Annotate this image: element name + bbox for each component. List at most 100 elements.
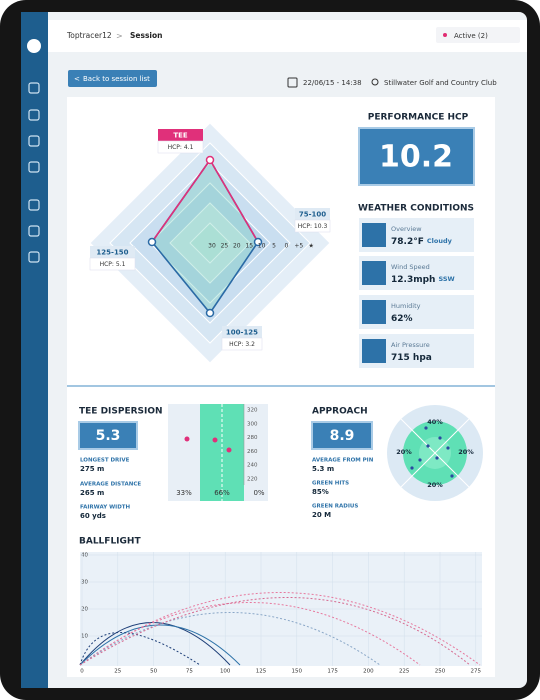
hcp-value: 10.2 [379,140,453,175]
logo [27,39,41,53]
stat-value: 60 yds [80,512,106,520]
y-tick: 10 [81,634,88,640]
section-title: BALLFLIGHT [79,537,141,547]
dispersion-tick: 260 [247,449,258,455]
radar-hcp-box [221,337,263,351]
dispersion-tick: 220 [247,477,258,483]
radar-point [205,155,215,165]
calendar-icon [287,77,298,88]
status-badge[interactable] [436,27,520,43]
radar-hcp: HCP: 5.1 [100,261,126,268]
sidebar [21,12,48,688]
stat-value: 20 M [312,511,331,519]
x-tick: 275 [471,669,482,675]
dispersion-percent: 66% [214,489,230,497]
score-value: 5.3 [96,428,121,444]
breadcrumb: Toptracer12 [66,31,112,40]
weather-value: 62% [391,314,413,324]
nav-icon[interactable] [28,199,40,211]
radar-tick: 5 [272,243,276,250]
x-tick: 150 [292,669,303,675]
radar-tick: ★ [309,243,314,250]
stat-value: 275 m [80,465,104,473]
shot-dot [226,447,232,453]
y-tick: 40 [81,553,88,559]
radar-hcp: HCP: 10.3 [298,223,328,230]
radar-tick: 10 [258,243,266,250]
stat-value: 5.3 m [312,465,334,473]
nav-icon[interactable] [28,225,40,237]
back-label: Back to session list [83,75,150,83]
back-button[interactable] [68,70,157,87]
stat-label: GREEN RADIUS [312,504,358,510]
radar-hcp-box [294,219,331,233]
section-title: TEE DISPERSION [79,407,163,417]
flight-path [79,602,421,666]
weather-value: 715 hpa [391,353,432,363]
radar-hcp-box [89,257,136,271]
radar-label: 125-150 [96,249,128,257]
weather-value: 78.2°F [391,237,424,247]
status-dot [443,33,447,37]
radar-tick: 25 [221,243,229,250]
x-tick: 175 [327,669,338,675]
radar-tick: 20 [233,243,241,250]
dispersion-tick: 280 [247,435,258,441]
flight-path [79,597,471,666]
nav-icon[interactable] [28,161,40,173]
approach-dot [446,446,450,450]
radar-label-box [295,208,330,220]
weather-label: Humidity [391,302,421,310]
radar-tick: 30 [208,243,216,250]
x-tick: 250 [435,669,446,675]
approach-dot [426,444,430,448]
x-tick: 75 [186,669,193,675]
weather-label: Air Pressure [391,341,430,349]
radar-point [253,237,263,247]
radar-hcp: HCP: 4.1 [168,144,194,151]
score-value: 8.9 [330,428,355,444]
weather-label: Overview [391,225,422,233]
weather-unit: Cloudy [427,237,453,245]
dispersion-tick: 240 [247,463,258,469]
shot-dot [212,437,218,443]
y-tick: 20 [81,607,88,613]
flight-path [79,622,231,666]
approach-dot [418,458,422,462]
nav-icon[interactable] [28,82,40,94]
radar-label-box [222,326,262,338]
status: Active (2) [454,32,488,40]
shot-dot [184,436,190,442]
radar-tick: 0 [284,243,288,250]
approach-dot [435,456,439,460]
datetime: 22/06/15 - 14:38 [303,79,362,87]
x-tick: 50 [150,669,157,675]
stat-label: GREEN HITS [312,481,349,487]
radar-label: 100-125 [226,329,258,337]
dispersion-tick: 320 [247,408,258,414]
x-tick: 0 [80,669,84,675]
nav-icon[interactable] [28,251,40,263]
approach-percent: 20% [396,448,412,456]
nav-icon[interactable] [28,135,40,147]
flight-path [79,624,241,666]
section-title: WEATHER CONDITIONS [358,204,474,214]
weather-icon [362,300,386,324]
dispersion-percent: 0% [253,489,264,497]
radar-tick: 15 [245,243,253,250]
dispersion-percent: 33% [176,489,192,497]
weather-value: 715 hpa [391,353,432,363]
radar-hcp: HCP: 3.2 [229,341,255,348]
breadcrumb-separator: > [116,32,123,41]
nav-icon[interactable] [28,109,40,121]
weather-value: 78.2°F Cloudy [391,237,453,247]
approach-percent: 20% [458,448,474,456]
weather-value: 12.3mph SSW [391,275,455,285]
approach-dot [438,436,442,440]
weather-icon [362,339,386,363]
x-tick: 25 [114,669,121,675]
approach-percent: 40% [427,418,443,426]
weather-label: Wind Speed [391,263,430,271]
weather-value: 62% [391,314,413,324]
